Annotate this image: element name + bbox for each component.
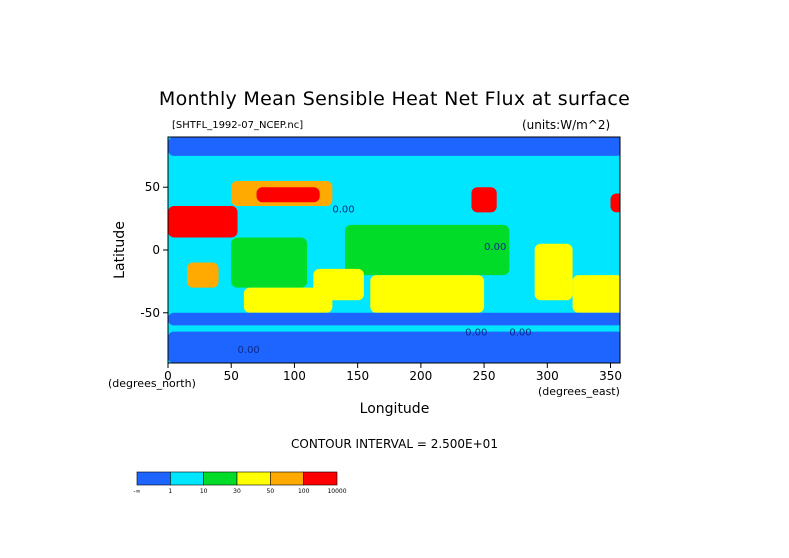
- colorbar-tick-label: 10: [200, 488, 208, 495]
- region-ocean-south-indian: [243, 287, 333, 313]
- colorbar-tick-label: -∞: [133, 488, 140, 495]
- colorbar-swatch: [170, 471, 204, 486]
- region-north-america-west: [471, 187, 497, 213]
- colorbar-swatch: [236, 471, 271, 486]
- region-ocean-north-atlantic: [547, 174, 611, 225]
- y-tick-label: -50: [140, 306, 160, 320]
- colorbar: -∞ 1 10 30 50 100 10000: [133, 471, 347, 495]
- x-tick-label: 300: [536, 369, 559, 383]
- region-ocean-south-pacific: [370, 275, 485, 313]
- contour-label: 0.00: [484, 242, 506, 253]
- x-tick-label: 350: [599, 369, 622, 383]
- region-australia: [313, 268, 364, 301]
- y-axis-unit: (degrees_north): [108, 377, 196, 390]
- x-axis-label: Longitude: [359, 401, 430, 417]
- x-tick-label: 200: [409, 369, 432, 383]
- contour-label: 0.00: [238, 345, 260, 356]
- colorbar-swatch: [203, 471, 238, 486]
- contour-label: 0.00: [465, 327, 487, 338]
- x-tick-label: 0: [164, 369, 172, 383]
- x-axis-unit: (degrees_east): [538, 385, 620, 398]
- region-ocean-tropical-pacific: [345, 224, 510, 276]
- region-tibet-mongolia: [256, 187, 320, 203]
- region-antarctica: [168, 331, 620, 363]
- colorbar-swatch: [270, 471, 304, 486]
- colorbar-swatch: [303, 471, 338, 486]
- region-south-america: [534, 243, 573, 301]
- region-sahara-arabia: [168, 206, 238, 238]
- x-tick-label: 50: [224, 369, 239, 383]
- colorbar-tick-label: 100: [298, 488, 310, 495]
- region-ocean-north-pacific: [357, 174, 472, 225]
- contour-label: 0.00: [332, 204, 354, 215]
- contour-interval-text: CONTOUR INTERVAL = 2.500E+01: [291, 437, 498, 451]
- region-southern-ocean: [168, 312, 620, 326]
- colorbar-tick-label: 30: [233, 488, 241, 495]
- region-ocean-indian: [231, 237, 308, 288]
- colorbar-swatch: [136, 471, 171, 486]
- file-tag: [SHTFL_1992-07_NCEP.nc]: [172, 120, 304, 131]
- region-iberia: [610, 193, 620, 213]
- map-field: 0.00 0.00 0.00 0.00 0.00: [168, 137, 620, 363]
- colorbar-tick-label: 50: [267, 488, 275, 495]
- colorbar-tick-label: 10000: [327, 488, 346, 495]
- contour-label: 0.00: [509, 327, 531, 338]
- chart-title: Monthly Mean Sensible Heat Net Flux at s…: [158, 88, 631, 110]
- region-southern-africa: [186, 262, 219, 288]
- units-label: (units:W/m^2): [522, 118, 611, 132]
- region-ocean-south-atlantic: [572, 275, 620, 313]
- region-arctic: [168, 137, 620, 156]
- axes: 0 50 100 150 200 250 300 350 -50 0 50: [140, 180, 622, 383]
- y-tick-label: 50: [145, 180, 160, 194]
- x-tick-label: 150: [346, 369, 369, 383]
- x-tick-label: 250: [473, 369, 496, 383]
- colorbar-tick-label: 1: [168, 488, 172, 495]
- x-tick-label: 100: [283, 369, 306, 383]
- y-tick-label: 0: [152, 243, 160, 257]
